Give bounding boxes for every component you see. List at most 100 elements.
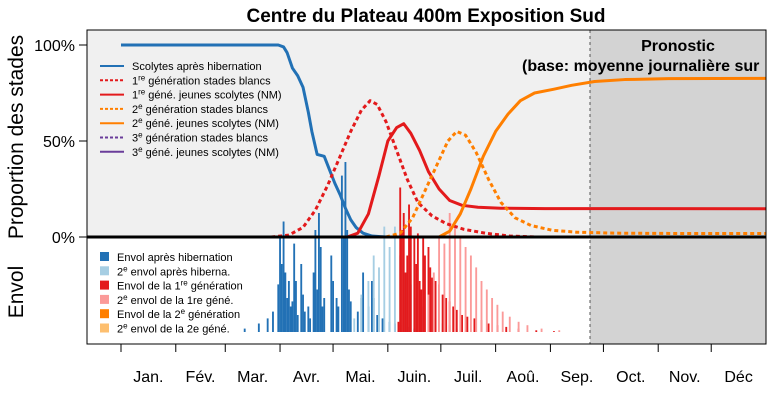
line-legend-label-4: 2e géné. jeunes scolytes (NM)	[132, 116, 279, 131]
flight-bar-envol-apres-hibernation-32	[340, 175, 343, 332]
line-legend-label-6: 3e géné. jeunes scolytes (NM)	[132, 144, 279, 159]
flight-bar-2e-envol-de-la-1re-gene-5	[454, 226, 456, 332]
month-label-7: Aoû.	[507, 369, 540, 386]
month-label-2: Mar.	[237, 369, 268, 386]
flight-legend-label-4: Envol de la 2e génération	[117, 307, 240, 322]
flight-bar-envol-apres-hibernation-36	[348, 289, 350, 332]
forecast-label-line1: Pronostic	[641, 38, 715, 55]
flight-bar-envol-apres-hibernation-31	[337, 306, 340, 332]
flight-bar-envol-apres-hibernation-29	[332, 281, 334, 332]
series-lines	[121, 43, 767, 239]
flight-bar-envol-de-la-1re-generation-7	[409, 226, 412, 332]
flight-bar-envol-de-la-1re-generation-1	[399, 187, 402, 332]
flight-bar-envol-apres-hibernation-33	[342, 238, 345, 332]
flight-bar-envol-apres-hibernation-40	[362, 272, 365, 332]
month-label-0: Jan.	[133, 369, 163, 386]
line-legend-label-3: 2e génération stades blancs	[132, 101, 268, 116]
flight-bar-2e-envol-de-la-1re-gene-4	[448, 213, 451, 332]
month-label-5: Juin.	[397, 369, 431, 386]
flight-bar-envol-apres-hibernation-34	[344, 162, 347, 332]
flight-bar-2e-envol-apres-hiberna-7	[393, 226, 396, 332]
month-axis: Jan. Fév. Mar. Avr. Mai. Juin. Juil. Aoû. Sep. Oc…	[120, 344, 753, 386]
flight-bar-envol-apres-hibernation-9	[286, 298, 289, 332]
forecast-label-line2: (base: moyenne journalière sur	[522, 58, 759, 75]
flight-bar-envol-de-la-1re-generation-11	[418, 281, 421, 332]
flight-bar-envol-de-la-1re-generation-12	[420, 289, 423, 332]
flight-bar-envol-apres-hibernation-10	[287, 281, 290, 332]
series-line-2e-generation-stades-blancs	[385, 129, 766, 239]
flight-legend-label-3: 2e envol de la 1re géné.	[117, 292, 233, 307]
month-label-11: Déc	[724, 369, 752, 386]
chart-background	[87, 30, 766, 344]
flight-bar-envol-de-la-1re-generation-13	[422, 238, 425, 332]
y-tick-label-0: 0%	[52, 230, 75, 247]
flight-bar-envol-apres-hibernation-21	[312, 272, 315, 332]
flight-bar-2e-envol-de-la-1re-gene-13	[496, 304, 499, 332]
month-label-4: Mai.	[345, 369, 375, 386]
flight-bar-envol-apres-hibernation-20	[309, 318, 312, 332]
month-label-8: Sep.	[560, 369, 593, 386]
flight-bar-envol-apres-hibernation-0	[243, 328, 246, 332]
flight-bar-envol-de-la-1re-generation-8	[413, 238, 416, 332]
flight-bar-2e-envol-de-la-1re-gene-2	[438, 238, 441, 332]
month-label-6: Juil.	[454, 369, 482, 386]
flight-bar-envol-de-la-1re-generation-16	[429, 267, 432, 332]
flight-legend-swatch-5	[100, 323, 109, 333]
flight-bar-2e-envol-de-la-1re-gene-16	[517, 321, 520, 332]
flight-bar-envol-de-la-1re-generation-17	[431, 277, 433, 332]
flight-bar-envol-apres-hibernation-42	[371, 281, 373, 332]
flight-bar-2e-envol-de-la-1re-gene-7	[464, 247, 467, 332]
flight-bar-envol-de-la-1re-generation-34	[553, 331, 555, 332]
series-line-1re-generation-stades-blancs	[271, 99, 766, 239]
flight-bar-envol-apres-hibernation-1	[257, 323, 260, 332]
flight-bar-envol-apres-hibernation-2	[266, 318, 269, 332]
flight-legend-swatch-2	[100, 280, 109, 290]
line-legend-label-5: 3e génération stades blancs	[132, 130, 268, 145]
flight-bar-envol-de-la-1re-generation-9	[415, 264, 418, 332]
flight-bar-2e-envol-apres-hiberna-2	[367, 281, 370, 332]
flight-bar-envol-apres-hibernation-14	[295, 281, 297, 332]
flight-bar-envol-de-la-1re-generation-6	[408, 204, 410, 332]
flight-bar-envol-de-la-1re-generation-0	[397, 321, 400, 332]
flight-legend-swatch-1	[100, 266, 109, 276]
flight-bar-2e-envol-apres-hiberna-5	[383, 226, 386, 332]
flight-bar-envol-de-la-1re-generation-23	[452, 306, 455, 332]
flight-bar-envol-apres-hibernation-25	[319, 247, 322, 332]
flight-bar-envol-apres-hibernation-17	[302, 294, 304, 332]
flight-bar-envol-apres-hibernation-35	[346, 230, 349, 332]
flight-bar-envol-apres-hibernation-38	[356, 311, 359, 332]
flight-bar-envol-apres-hibernation-8	[284, 272, 287, 332]
flight-bar-2e-envol-de-la-1re-gene-15	[508, 316, 511, 332]
flight-bar-envol-apres-hibernation-16	[300, 264, 303, 332]
flight-bar-envol-apres-hibernation-44	[376, 315, 379, 332]
flight-bar-2e-envol-de-la-1re-gene-1	[432, 272, 435, 332]
flight-bar-envol-apres-hibernation-13	[293, 243, 296, 332]
flight-bar-envol-apres-hibernation-37	[349, 301, 352, 332]
flight-bar-2e-envol-apres-hiberna-0	[353, 318, 356, 332]
flight-bar-2e-envol-de-la-1re-gene-8	[469, 255, 472, 332]
flight-bar-envol-de-la-1re-generation-24	[455, 309, 458, 332]
forecast-shade	[590, 30, 766, 344]
flight-bar-envol-de-la-1re-generation-26	[466, 316, 469, 332]
flight-bar-envol-apres-hibernation-24	[317, 213, 320, 332]
flight-bar-envol-de-la-1re-generation-21	[445, 298, 448, 332]
flight-bar-envol-de-la-1re-generation-29	[487, 323, 490, 332]
chart-title: Centre du Plateau 400m Exposition Sud	[247, 6, 606, 27]
flight-bar-2e-envol-de-la-1re-gene-19	[558, 330, 561, 332]
flight-bar-envol-apres-hibernation-18	[303, 311, 306, 332]
flight-bar-2e-envol-de-la-1re-gene-14	[501, 311, 504, 332]
flight-legend-label-5: 2e envol de la 2e géné.	[117, 321, 230, 336]
line-legend-label-0: Scolytes après hibernation	[132, 61, 262, 73]
flight-legend-swatch-3	[100, 294, 109, 304]
flight-bar-envol-apres-hibernation-7	[282, 221, 285, 332]
series-line-1re-gene-jeunes-scolytes-nm	[121, 122, 767, 239]
flight-bar-2e-envol-de-la-1re-gene-12	[491, 298, 494, 332]
lines-panel	[87, 30, 590, 237]
y-ticks: 100% 50% 0%	[34, 38, 87, 247]
flight-bar-envol-de-la-1re-generation-14	[424, 255, 426, 332]
series-line-scolytes-apres-hibernation	[121, 43, 766, 239]
flight-legend-label-2: Envol de la 1re génération	[117, 278, 243, 293]
